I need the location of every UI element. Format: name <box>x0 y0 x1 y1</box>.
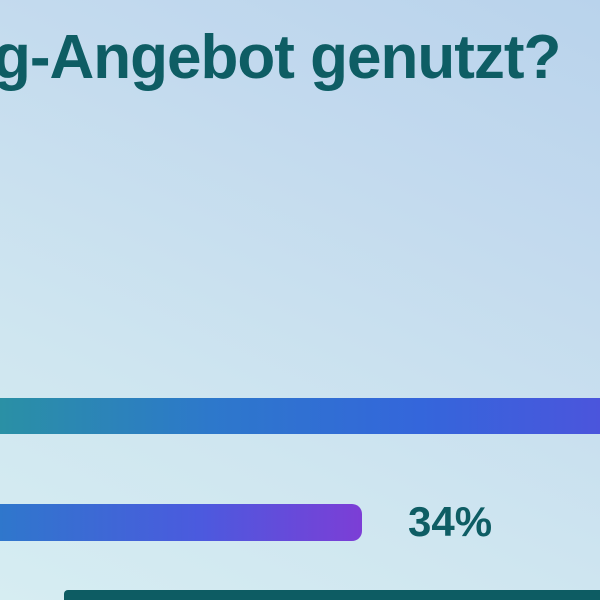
answer-bar-2 <box>0 504 362 541</box>
answer-bar-2-value-label: 34% <box>408 498 493 545</box>
poll-question-title: g-Angebot genutzt? <box>0 23 561 92</box>
answer-bar-1 <box>0 398 600 434</box>
partial-bar-bottom <box>64 590 600 600</box>
